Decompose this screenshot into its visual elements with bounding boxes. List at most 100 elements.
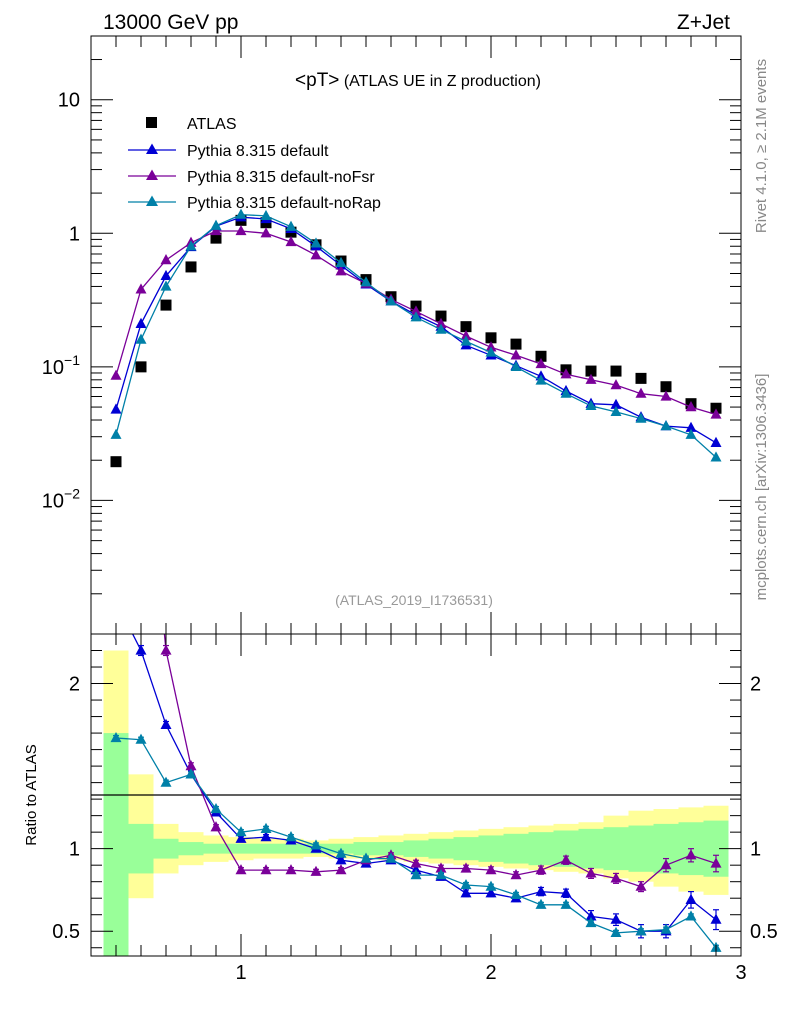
chart-title: <pT> (ATLAS UE in Z production) — [295, 70, 541, 91]
data-point-pythia-8-315-default-nofsr — [535, 357, 547, 369]
ratio-y-tick-label-left: 2 — [69, 674, 80, 696]
ratio-y-tick-label-right: 2 — [750, 674, 761, 696]
data-point-atlas — [535, 350, 547, 362]
ratio-point-pythia-8-315-default-norap — [510, 888, 522, 900]
ratio-point-pythia-8-315-default-norap — [385, 852, 397, 863]
series-line-pythia-8-315-default — [115, 216, 717, 444]
ratio-point-pythia-8-315-default-norap — [135, 733, 147, 744]
ratio-band-green — [353, 842, 379, 856]
legend-marker-nofsr — [146, 169, 158, 180]
data-point-pythia-8-315-default-norap — [710, 451, 722, 462]
ratio-band-green — [253, 843, 279, 854]
ratio-y-tick-label-left: 0.5 — [52, 921, 80, 943]
legend: ATLAS Pythia 8.315 default Pythia 8.315 … — [128, 116, 381, 212]
data-point-pythia-8-315-default — [685, 421, 697, 432]
x-tick-label: 1 — [235, 962, 246, 984]
y-tick-label: 10 — [58, 90, 80, 112]
ratio-band-green — [628, 825, 654, 872]
data-point-atlas — [585, 365, 597, 377]
data-point-pythia-8-315-default-norap — [610, 405, 622, 417]
data-point-pythia-8-315-default-nofsr — [435, 317, 447, 328]
ratio-band-green — [403, 840, 429, 857]
ratio-point-pythia-8-315-default-norap — [185, 768, 197, 779]
data-point-pythia-8-315-default-nofsr — [710, 408, 722, 419]
ratio-point-pythia-8-315-default — [485, 887, 497, 898]
data-point-pythia-8-315-default-norap — [110, 428, 122, 439]
data-point-pythia-8-315-default-nofsr — [235, 224, 247, 236]
data-point-pythia-8-315-default-nofsr — [310, 249, 322, 260]
data-point-pythia-8-315-default-norap — [510, 360, 522, 371]
data-point-atlas — [710, 402, 722, 414]
data-point-pythia-8-315-default-nofsr — [585, 373, 597, 384]
data-point-pythia-8-315-default — [135, 317, 147, 328]
ratio-band-green — [578, 828, 604, 869]
ratio-point-pythia-8-315-default-norap — [560, 898, 572, 909]
ratio-y-tick-label-right: 0.5 — [750, 921, 778, 943]
ratio-point-pythia-8-315-default-nofsr — [535, 864, 547, 875]
ratio-point-pythia-8-315-default-norap — [610, 926, 622, 938]
energy-label: 13000 GeV pp — [103, 11, 238, 34]
legend-marker-atlas — [146, 117, 157, 128]
data-point-pythia-8-315-default-norap — [185, 240, 197, 251]
ratio-ylabel: Ratio to ATLAS — [23, 744, 40, 845]
legend-marker-default — [146, 143, 158, 154]
ratio-point-pythia-8-315-default-norap — [310, 839, 322, 850]
ratio-point-pythia-8-315-default — [610, 913, 622, 924]
process-label: Z+Jet — [677, 11, 730, 34]
ratio-band-green — [503, 833, 529, 864]
data-point-pythia-8-315-default-nofsr — [260, 227, 272, 238]
source-label: mcplots.cern.ch [arXiv:1306.3436] — [753, 374, 770, 601]
ratio-point-pythia-8-315-default — [135, 644, 147, 655]
ratio-point-pythia-8-315-default-nofsr — [685, 849, 697, 860]
ratio-point-pythia-8-315-default-norap — [685, 910, 697, 921]
ratio-point-pythia-8-315-default — [585, 910, 597, 921]
ratio-point-pythia-8-315-default-norap — [110, 731, 122, 743]
ratio-point-pythia-8-315-default — [535, 885, 547, 896]
data-point-pythia-8-315-default-norap — [285, 220, 297, 231]
series-line-pythia-8-315-default-norap — [115, 213, 717, 458]
ratio-bands — [103, 650, 729, 956]
data-point-atlas — [485, 332, 497, 344]
legend-marker-norap — [146, 195, 158, 206]
ratio-point-pythia-8-315-default — [235, 832, 247, 843]
data-point-pythia-8-315-default-norap — [135, 333, 147, 344]
ratio-point-pythia-8-315-default-norap — [335, 847, 347, 858]
data-point-pythia-8-315-default-nofsr — [510, 349, 522, 360]
data-point-pythia-8-315-default-norap — [360, 276, 372, 287]
ratio-band-green — [453, 837, 479, 861]
ratio-panel: 0.5 0.5 1 1 2 2 1 2 3 Ratio to ATLAS — [23, 633, 778, 984]
ratio-point-pythia-8-315-default-nofsr — [485, 864, 497, 875]
legend-entry-atlas: ATLAS — [146, 116, 237, 133]
chart-title-sub: (ATLAS UE in Z production) — [339, 73, 541, 90]
ratio-point-pythia-8-315-default-nofsr — [260, 864, 272, 875]
ratio-point-pythia-8-315-default-norap — [235, 826, 247, 837]
data-point-atlas — [185, 261, 197, 273]
data-point-pythia-8-315-default-norap — [160, 280, 172, 291]
ratio-point-pythia-8-315-default-norap — [635, 925, 647, 936]
ratio-point-pythia-8-315-default-nofsr — [435, 862, 447, 873]
data-point-pythia-8-315-default-norap — [210, 219, 222, 230]
ratio-point-pythia-8-315-default-norap — [160, 776, 172, 787]
ratio-point-pythia-8-315-default-norap — [460, 878, 472, 890]
ratio-point-pythia-8-315-default-nofsr — [410, 857, 422, 868]
ratio-point-pythia-8-315-default-nofsr — [210, 821, 222, 832]
ratio-band-green — [428, 838, 454, 859]
data-point-pythia-8-315-default-nofsr — [285, 235, 297, 247]
data-point-pythia-8-315-default-norap — [385, 295, 397, 306]
data-point-atlas — [510, 338, 522, 350]
data-point-pythia-8-315-default-nofsr — [560, 368, 572, 379]
data-point-pythia-8-315-default-nofsr — [135, 283, 147, 294]
data-point-pythia-8-315-default-nofsr — [210, 224, 222, 236]
data-point-pythia-8-315-default-nofsr — [110, 369, 122, 380]
legend-entry-default: Pythia 8.315 default — [128, 143, 329, 160]
data-point-pythia-8-315-default-norap — [585, 399, 597, 411]
ratio-point-pythia-8-315-default-norap — [660, 923, 672, 934]
ratio-band-green — [228, 843, 254, 854]
data-point-pythia-8-315-default-nofsr — [485, 341, 497, 352]
ratio-band-green — [278, 843, 304, 854]
ratio-point-pythia-8-315-default-nofsr — [710, 857, 722, 868]
ratio-band-green — [203, 843, 229, 854]
data-point-atlas — [460, 321, 472, 333]
data-point-pythia-8-315-default-norap — [660, 420, 672, 431]
